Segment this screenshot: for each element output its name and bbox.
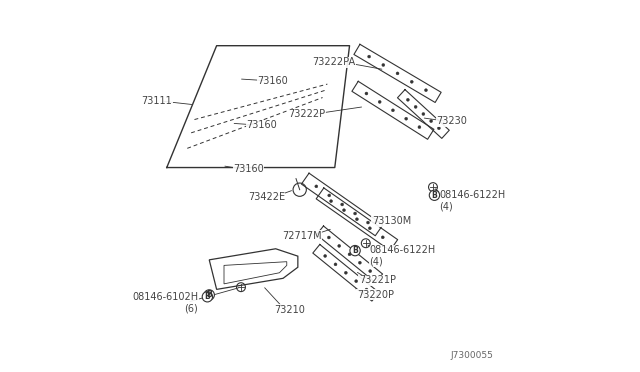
Circle shape bbox=[350, 246, 360, 256]
Text: 73220P: 73220P bbox=[357, 290, 394, 300]
Circle shape bbox=[369, 270, 372, 273]
Circle shape bbox=[406, 98, 410, 101]
Text: 73130M: 73130M bbox=[372, 216, 411, 226]
Text: 73210: 73210 bbox=[274, 305, 305, 315]
Circle shape bbox=[342, 209, 346, 212]
Text: 73230: 73230 bbox=[436, 116, 467, 126]
Circle shape bbox=[396, 72, 399, 75]
Circle shape bbox=[381, 236, 384, 239]
Circle shape bbox=[369, 227, 371, 230]
Circle shape bbox=[378, 100, 381, 103]
Circle shape bbox=[328, 236, 330, 239]
Circle shape bbox=[344, 271, 348, 274]
Circle shape bbox=[422, 112, 425, 115]
Text: B: B bbox=[205, 292, 211, 301]
Text: 73160: 73160 bbox=[233, 164, 264, 174]
Circle shape bbox=[334, 263, 337, 266]
Text: 73222PA: 73222PA bbox=[312, 57, 355, 67]
Circle shape bbox=[367, 221, 369, 224]
Text: J7300055: J7300055 bbox=[451, 350, 493, 359]
Circle shape bbox=[358, 261, 362, 264]
Text: 73111: 73111 bbox=[141, 96, 172, 106]
Circle shape bbox=[418, 126, 421, 129]
Circle shape bbox=[340, 203, 344, 206]
Circle shape bbox=[365, 92, 368, 95]
Text: 08146-6122H
(4): 08146-6122H (4) bbox=[369, 246, 436, 267]
Circle shape bbox=[355, 218, 358, 221]
Circle shape bbox=[382, 64, 385, 67]
Circle shape bbox=[367, 55, 371, 58]
Text: B: B bbox=[431, 191, 437, 200]
Circle shape bbox=[353, 212, 356, 215]
Circle shape bbox=[328, 194, 331, 197]
Circle shape bbox=[410, 80, 413, 83]
Text: 73222P: 73222P bbox=[289, 109, 326, 119]
Circle shape bbox=[355, 280, 358, 283]
Text: 08146-6102H
(6): 08146-6102H (6) bbox=[132, 292, 198, 313]
Text: 72717M: 72717M bbox=[282, 231, 322, 241]
Circle shape bbox=[365, 288, 368, 291]
Text: B: B bbox=[206, 291, 212, 299]
Circle shape bbox=[414, 105, 417, 108]
Text: 73422E: 73422E bbox=[248, 192, 285, 202]
Circle shape bbox=[429, 120, 433, 123]
Circle shape bbox=[424, 89, 428, 92]
Circle shape bbox=[437, 127, 440, 130]
Circle shape bbox=[404, 117, 408, 120]
Circle shape bbox=[204, 290, 214, 300]
Circle shape bbox=[338, 244, 340, 247]
Circle shape bbox=[429, 190, 440, 201]
Text: 73160: 73160 bbox=[246, 120, 277, 130]
Circle shape bbox=[392, 109, 394, 112]
Circle shape bbox=[324, 254, 326, 257]
Text: 73160: 73160 bbox=[257, 76, 288, 86]
Circle shape bbox=[348, 253, 351, 256]
Circle shape bbox=[330, 200, 333, 203]
Text: 73221P: 73221P bbox=[359, 275, 396, 285]
Text: B: B bbox=[352, 246, 358, 255]
Text: 08146-6122H
(4): 08146-6122H (4) bbox=[439, 190, 506, 212]
Circle shape bbox=[315, 185, 318, 188]
Circle shape bbox=[202, 292, 212, 302]
